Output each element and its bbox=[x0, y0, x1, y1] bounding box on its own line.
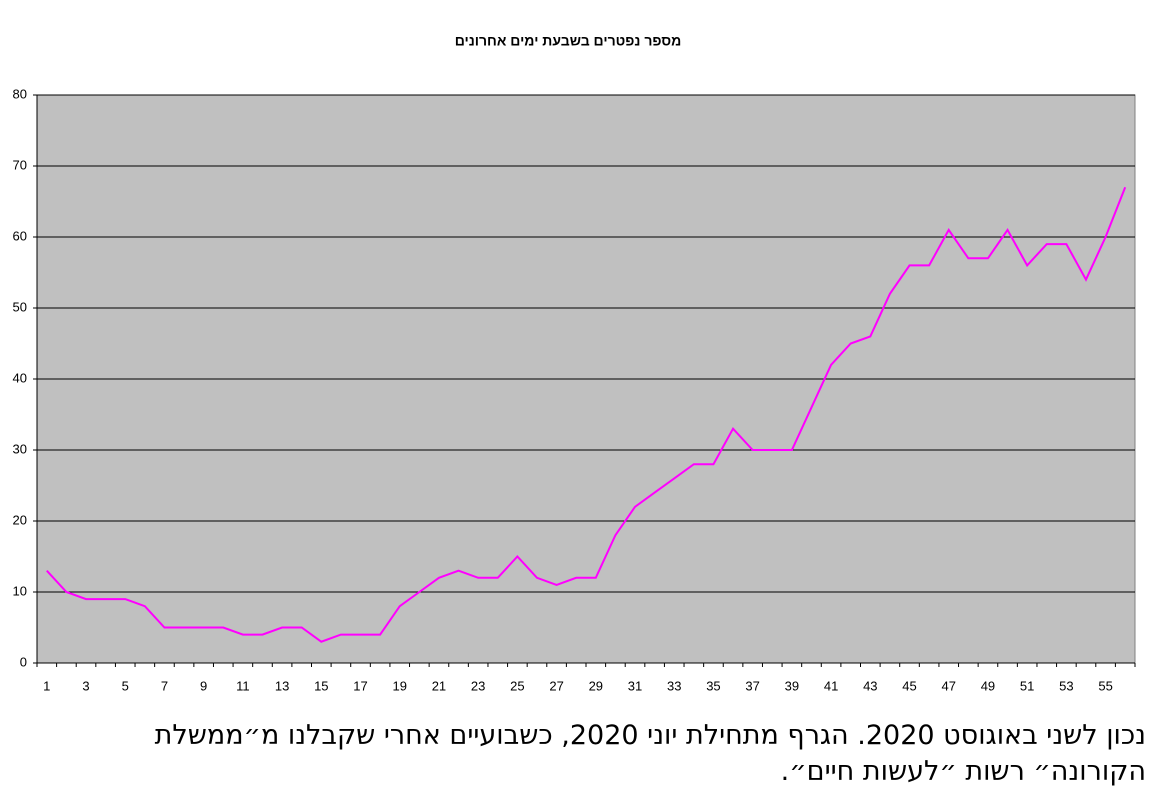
y-tick-label: 80 bbox=[13, 86, 27, 101]
x-tick-label: 39 bbox=[785, 678, 799, 693]
y-tick-label: 50 bbox=[13, 299, 27, 314]
y-tick-label: 0 bbox=[20, 654, 27, 669]
x-tick-label: 23 bbox=[471, 678, 485, 693]
y-tick-label: 70 bbox=[13, 157, 27, 172]
x-tick-label: 7 bbox=[161, 678, 168, 693]
x-tick-label: 19 bbox=[392, 678, 406, 693]
x-tick-label: 37 bbox=[745, 678, 759, 693]
x-tick-label: 35 bbox=[706, 678, 720, 693]
x-tick-label: 51 bbox=[1020, 678, 1034, 693]
y-tick-label: 60 bbox=[13, 228, 27, 243]
x-tick-label: 21 bbox=[432, 678, 446, 693]
y-tick-label: 20 bbox=[13, 512, 27, 527]
caption: נכון לשני באוגוסט 2020. הגרף מתחילת יוני… bbox=[6, 718, 1146, 790]
x-tick-label: 33 bbox=[667, 678, 681, 693]
caption-line: הקורונה״ רשות ״לעשות חיים״. bbox=[780, 756, 1146, 787]
x-tick-label: 5 bbox=[122, 678, 129, 693]
x-tick-label: 43 bbox=[863, 678, 877, 693]
chart: מספר נפטרים בשבעת ימים אחרונים 0 10 20 30 40… bbox=[13, 33, 1136, 693]
x-tick-label: 11 bbox=[236, 678, 250, 693]
x-tick-label: 55 bbox=[1098, 678, 1112, 693]
x-tick-label: 3 bbox=[82, 678, 89, 693]
x-tick-label: 17 bbox=[353, 678, 367, 693]
y-tick-label: 30 bbox=[13, 441, 27, 456]
y-tick-label: 40 bbox=[13, 370, 27, 385]
x-tick-label: 49 bbox=[981, 678, 995, 693]
x-tick-label: 41 bbox=[824, 678, 838, 693]
x-tick-label: 13 bbox=[275, 678, 289, 693]
chart-title: מספר נפטרים בשבעת ימים אחרונים bbox=[455, 33, 682, 49]
x-tick-label: 1 bbox=[43, 678, 50, 693]
x-tick-label: 53 bbox=[1059, 678, 1073, 693]
data-line bbox=[46, 186, 1127, 643]
x-tick-label: 45 bbox=[902, 678, 916, 693]
x-tick-label: 27 bbox=[549, 678, 563, 693]
x-tick-label: 31 bbox=[628, 678, 642, 693]
x-tick-label: 9 bbox=[200, 678, 207, 693]
y-tick-label: 10 bbox=[13, 583, 27, 598]
x-tick-label: 47 bbox=[941, 678, 955, 693]
x-tick-label: 29 bbox=[589, 678, 603, 693]
caption-line: נכון לשני באוגוסט 2020. הגרף מתחילת יוני… bbox=[154, 720, 1146, 751]
x-tick-label: 25 bbox=[510, 678, 524, 693]
x-tick-label: 15 bbox=[314, 678, 328, 693]
